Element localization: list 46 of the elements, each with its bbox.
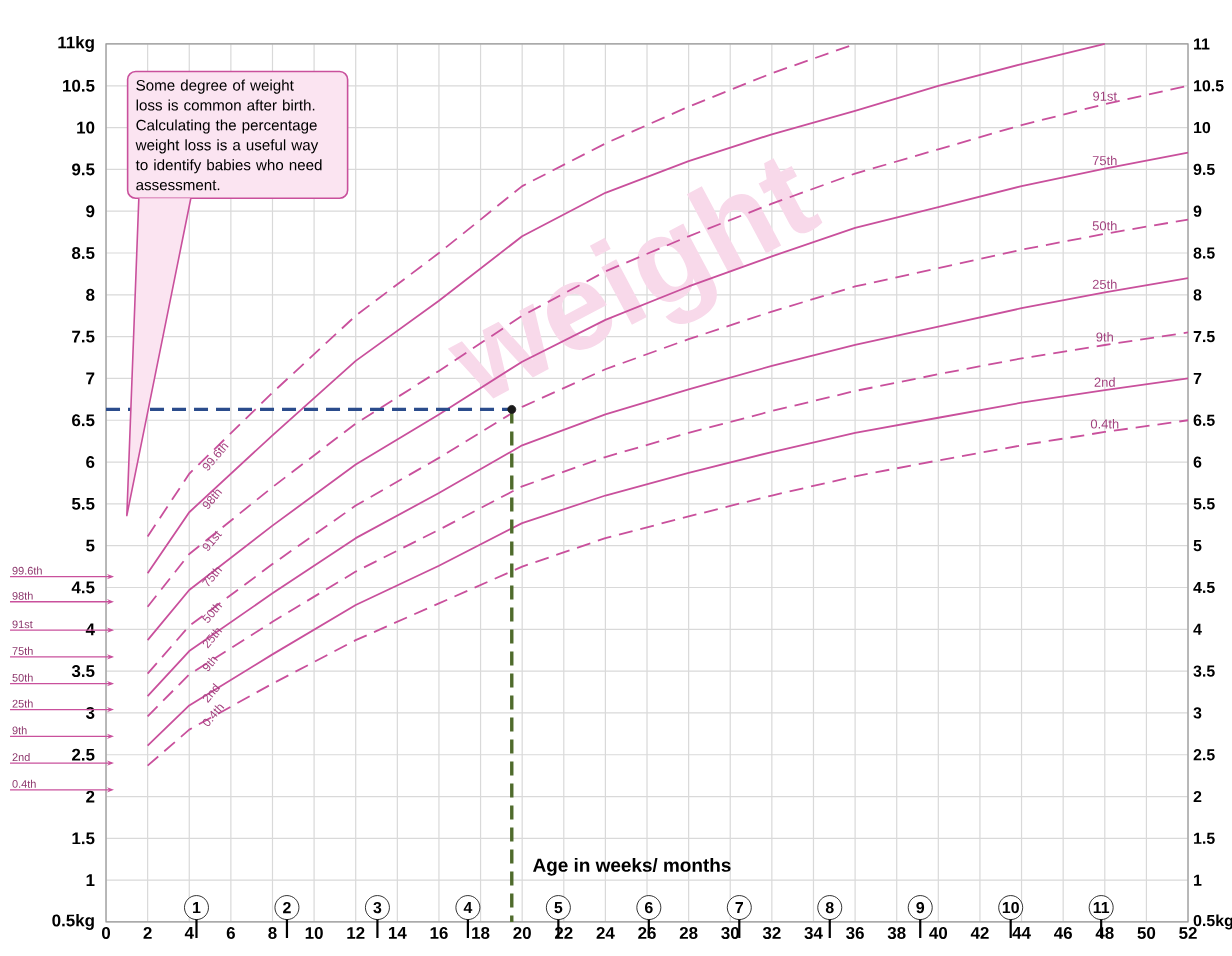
x-tick-label: 12: [347, 927, 365, 939]
x-tick-label: 34: [804, 927, 823, 940]
x-tick-label: 14: [388, 927, 407, 939]
y-tick-label: 6: [86, 456, 95, 469]
x-tick-label: 52: [1179, 927, 1197, 939]
x-axis-title: Age in weeks/ months: [533, 857, 731, 876]
x-tick-label: 8: [268, 927, 277, 939]
x-tick-label: 18: [472, 927, 490, 939]
y-tick-label: 3.5: [71, 665, 95, 678]
x-tick-label: 4: [184, 927, 194, 939]
y-tick-label: 2: [86, 790, 95, 803]
y-tick-label: 9: [86, 205, 95, 218]
y-tick-label: 7.5: [72, 330, 95, 343]
x-tick-label: 16: [430, 927, 448, 939]
x-tick-label: 32: [762, 927, 781, 940]
x-tick-label: 10: [305, 927, 323, 939]
y-tick-label: 11kg: [58, 36, 94, 52]
x-tick-label: 36: [846, 927, 864, 940]
y-tick-label: 7: [86, 372, 95, 385]
x-tick-label: 42: [970, 927, 989, 939]
x-tick-label: 2: [143, 927, 152, 939]
x-tick-label: 50: [1137, 927, 1156, 939]
x-tick-label: 0: [101, 927, 111, 939]
x-tick-label: 20: [513, 927, 531, 939]
x-tick-label: 24: [596, 927, 615, 939]
x-tick-label: 46: [1054, 927, 1072, 939]
y-tick-label: 8: [86, 288, 95, 301]
y-tick-label: 1.5: [72, 832, 95, 845]
x-tick-label: 40: [929, 927, 948, 939]
y-tick-label: 9.5: [72, 163, 95, 176]
y-tick-label: 2.5: [72, 748, 95, 761]
x-tick-label: 38: [887, 927, 906, 940]
y-tick-label: 0.5kg: [52, 914, 94, 930]
line-series: [146, 419, 1189, 767]
x-tick-label: 44: [1012, 927, 1031, 939]
y-tick-label: 5.5: [71, 497, 95, 510]
y-tick-label: 5: [86, 539, 95, 552]
x-tick-label: 28: [679, 927, 698, 939]
y-tick-label: 1: [86, 874, 95, 886]
y-tick-label: 10.5: [63, 79, 95, 92]
x-tick-label: 6: [226, 927, 235, 939]
y-tick-label: 10: [77, 121, 95, 134]
y-tick-label: 8.5: [71, 247, 95, 259]
y-tick-label: 6.5: [72, 414, 95, 427]
y-tick-label: 4: [85, 623, 95, 636]
y-tick-label: 4.5: [71, 581, 95, 594]
